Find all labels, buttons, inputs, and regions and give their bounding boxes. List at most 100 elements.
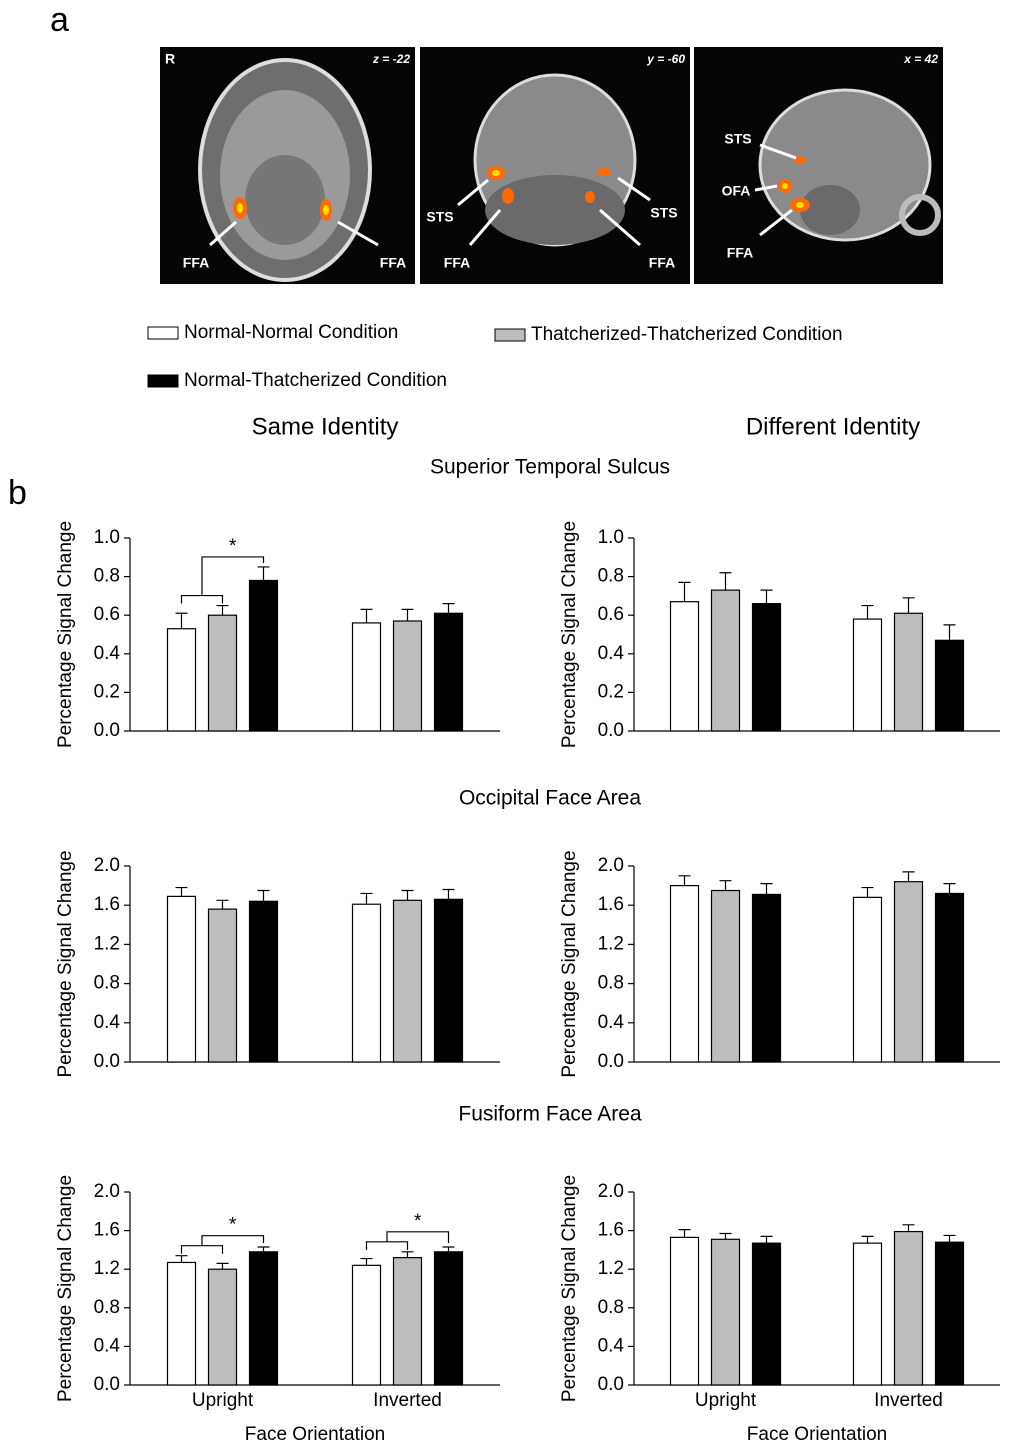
region-label: STS: [724, 131, 751, 147]
error-bar: [360, 892, 373, 905]
column-title: Same Identity: [252, 413, 399, 440]
y-tick-label: 0.2: [598, 681, 624, 702]
bar: [893, 881, 924, 1063]
error-bar: [760, 589, 773, 604]
y-tick-label: 0.0: [598, 1374, 624, 1395]
y-tick-label: 1.6: [598, 894, 624, 915]
y-tick-label: 1.2: [94, 933, 120, 954]
bar: [852, 896, 883, 1063]
significance-label: *: [414, 1211, 422, 1232]
region-label: FFA: [444, 255, 470, 271]
y-axis-label: Percentage Signal Change: [559, 1175, 580, 1402]
error-bar: [360, 1257, 373, 1266]
error-bar: [216, 1262, 229, 1270]
error-bar: [442, 1246, 455, 1252]
error-bar: [175, 612, 188, 629]
y-tick-label: 0.0: [94, 720, 120, 741]
y-tick-label: 1.2: [94, 1258, 120, 1279]
error-bar: [216, 604, 229, 616]
bar: [852, 1242, 883, 1386]
y-tick-label: 0.4: [94, 1335, 121, 1356]
row-title: Fusiform Face Area: [458, 1103, 642, 1126]
bar: [433, 612, 464, 732]
error-bar: [257, 1246, 270, 1252]
bar: [166, 895, 197, 1063]
error-bar: [943, 624, 956, 641]
error-bar: [902, 871, 915, 882]
bar: [852, 618, 883, 732]
error-bar: [760, 1235, 773, 1244]
bar: [751, 1242, 782, 1386]
error-bar: [175, 1255, 188, 1263]
bar: [751, 603, 782, 732]
y-tick-label: 1.6: [94, 894, 120, 915]
y-tick-label: 0.4: [598, 643, 625, 664]
y-tick-label: 0.4: [94, 1012, 121, 1033]
y-tick-label: 1.6: [94, 1220, 120, 1241]
y-tick-label: 0.8: [598, 566, 624, 587]
y-axis-label: Percentage Signal Change: [55, 850, 76, 1077]
image-label: z = -22: [372, 52, 410, 66]
column-title: Different Identity: [746, 413, 920, 440]
region-label: OFA: [722, 183, 751, 199]
x-tick-label: Upright: [192, 1390, 254, 1411]
error-bar: [861, 1235, 874, 1244]
bar: [351, 903, 382, 1063]
error-bar: [719, 1232, 732, 1240]
image-label: R: [165, 51, 175, 67]
y-tick-label: 1.2: [598, 1258, 624, 1279]
region-label: FFA: [649, 255, 675, 271]
error-bar: [401, 1251, 414, 1258]
y-axis-label: Percentage Signal Change: [55, 1175, 76, 1402]
y-tick-label: 1.0: [598, 527, 624, 548]
region-label: FFA: [183, 255, 209, 271]
bar: [392, 899, 423, 1063]
x-tick-label: Upright: [695, 1390, 757, 1411]
image-label: x = 42: [903, 52, 938, 66]
error-bar: [943, 883, 956, 894]
bar: [392, 1257, 423, 1386]
bar: [710, 1238, 741, 1386]
legend-label: Normal-Normal Condition: [184, 322, 398, 343]
image-label: y = -60: [646, 52, 685, 66]
y-tick-label: 0.6: [598, 604, 624, 625]
y-tick-label: 0.8: [94, 973, 120, 994]
row-title: Occipital Face Area: [459, 787, 641, 810]
bar: [351, 1264, 382, 1386]
y-tick-label: 1.6: [598, 1220, 624, 1241]
y-tick-label: 0.4: [94, 643, 121, 664]
y-axis-label: Percentage Signal Change: [55, 521, 76, 748]
bar: [351, 622, 382, 732]
y-tick-label: 2.0: [598, 855, 624, 876]
error-bar: [442, 888, 455, 900]
significance-bracket: [180, 1235, 265, 1254]
error-bar: [760, 883, 773, 895]
error-bar: [401, 608, 414, 621]
x-tick-label: Inverted: [874, 1390, 943, 1411]
y-tick-label: 0.4: [598, 1335, 625, 1356]
y-tick-label: 0.6: [94, 604, 120, 625]
bar: [207, 1268, 238, 1386]
error-bar: [257, 566, 270, 581]
region-label: FFA: [727, 245, 753, 261]
bar: [166, 628, 197, 732]
error-bar: [719, 572, 732, 591]
bar: [248, 1251, 279, 1386]
y-tick-label: 0.0: [94, 1051, 120, 1072]
significance-label: *: [229, 1215, 237, 1236]
y-tick-label: 0.2: [94, 681, 120, 702]
error-bar: [678, 875, 691, 886]
bar: [392, 620, 423, 732]
y-tick-label: 1.2: [598, 933, 624, 954]
error-bar: [678, 1229, 691, 1238]
legend-swatch: [147, 326, 179, 340]
legend-swatch: [494, 328, 526, 342]
bar: [207, 614, 238, 732]
y-tick-label: 0.4: [598, 1012, 625, 1033]
bar: [433, 1251, 464, 1386]
legend-label: Thatcherized-Thatcherized Condition: [531, 324, 843, 345]
bar: [751, 893, 782, 1063]
significance-bracket: [180, 556, 265, 604]
error-bar: [216, 899, 229, 910]
